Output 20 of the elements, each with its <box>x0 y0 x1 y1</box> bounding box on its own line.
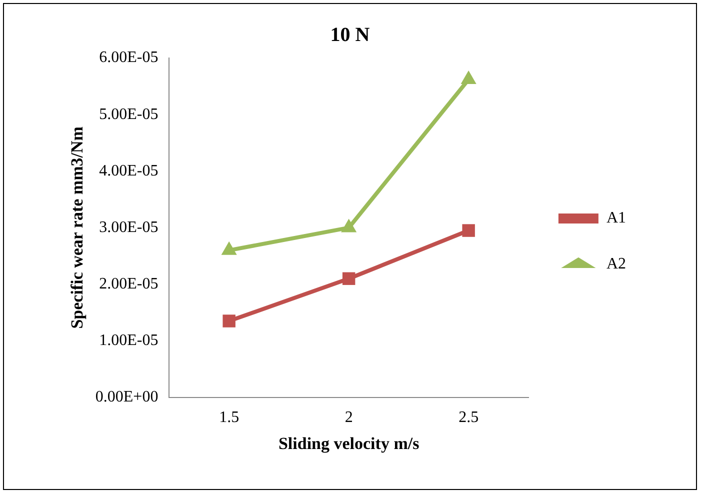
y-tick-label: 6.00E-05 <box>99 49 158 66</box>
y-tick-label: 5.00E-05 <box>99 106 158 123</box>
y-tick-label: 0.00E+00 <box>95 388 158 406</box>
y-axis-title: Specific wear rate mm3/Nm <box>68 126 87 329</box>
point <box>342 272 356 285</box>
legend-label: A2 <box>606 256 626 273</box>
x-tick-label: 2 <box>344 409 353 426</box>
x-axis-title: Sliding velocity m/s <box>278 434 420 454</box>
x-tick-label: 2.5 <box>458 409 479 426</box>
point <box>462 224 475 237</box>
y-tick-label: 1.00E-05 <box>99 332 158 350</box>
x-tick-label: 1.5 <box>219 409 240 426</box>
chart-title: 10 N <box>330 24 370 46</box>
y-tick-label: 3.00E-05 <box>99 218 158 236</box>
point <box>341 218 357 232</box>
y-tick-label: 4.00E-05 <box>99 162 158 180</box>
y-tick-label: 2.00E-05 <box>99 275 158 292</box>
point <box>222 314 236 328</box>
legend-label: A1 <box>606 210 626 227</box>
point <box>460 70 476 84</box>
